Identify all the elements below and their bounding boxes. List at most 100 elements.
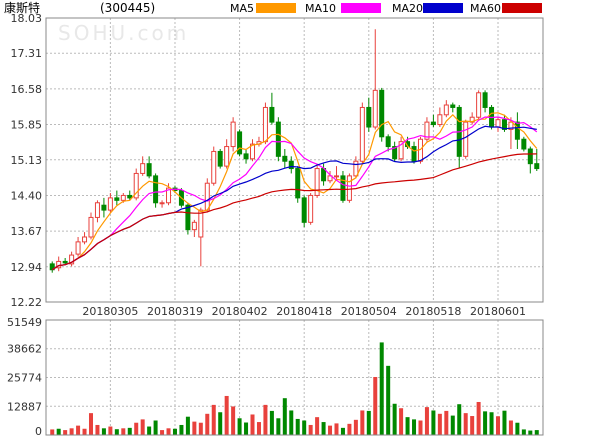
candle-body <box>392 146 398 160</box>
volume-bar <box>269 410 274 435</box>
price-y-axis: 18.03 17.31 16.58 15.85 15.13 14.40 13.67 12.94… <box>11 12 43 309</box>
moving-average-lines <box>51 112 538 271</box>
candle-body <box>366 106 372 128</box>
volume-bar <box>63 430 68 435</box>
volume-bar <box>502 410 507 435</box>
candle <box>333 166 339 181</box>
candle <box>527 146 533 174</box>
candle-body <box>94 202 100 218</box>
date-tick-label: 20180305 <box>82 305 138 318</box>
candle-body <box>288 160 294 170</box>
volume-bar <box>392 403 397 435</box>
price-tick-label: 16.58 <box>11 83 43 96</box>
stock-code: (300445) <box>100 1 155 15</box>
price-tick-label: 15.85 <box>11 119 43 132</box>
candle <box>430 114 436 128</box>
candle-body <box>237 131 243 155</box>
candle-body <box>295 168 301 199</box>
volume-grid <box>46 320 543 435</box>
legend-ma5-label: MA5 <box>230 2 254 15</box>
candle <box>379 87 385 142</box>
volume-bar <box>95 424 100 435</box>
sohu-watermark: SOHU.com <box>58 21 189 45</box>
volume-bar <box>386 365 391 435</box>
price-tick-label: 17.31 <box>11 47 43 60</box>
volume-bar <box>76 425 81 435</box>
candle <box>275 117 281 162</box>
candle-body <box>120 194 126 201</box>
candle <box>346 173 352 203</box>
candle-body <box>153 175 159 204</box>
ma5-line <box>51 112 538 271</box>
candle-body <box>185 204 191 231</box>
volume-bar <box>483 411 488 435</box>
candle-body <box>140 163 146 174</box>
candle <box>385 134 391 152</box>
candle-body <box>359 106 365 162</box>
candle <box>353 156 359 179</box>
volume-bar <box>218 412 223 435</box>
candle <box>443 100 449 118</box>
volume-bar <box>250 414 255 435</box>
candle-body <box>146 163 152 177</box>
candle <box>230 117 236 152</box>
date-axis: 20180305 20180319 20180402 20180418 20180504… <box>82 305 526 318</box>
price-tick-label: 18.03 <box>11 12 43 25</box>
volume-bar <box>340 427 345 435</box>
candle-body <box>314 168 320 196</box>
candle <box>392 141 398 162</box>
candle-body <box>501 119 507 130</box>
candle-body <box>411 146 417 162</box>
volume-bar <box>231 406 236 435</box>
candle <box>398 136 404 162</box>
volume-bar <box>69 428 74 435</box>
price-tick-label: 14.40 <box>11 189 43 202</box>
candle-body <box>82 236 88 243</box>
candle <box>82 232 88 245</box>
volume-bar <box>463 413 468 435</box>
ma60-line <box>51 153 537 271</box>
volume-bar <box>379 342 384 435</box>
volume-bar <box>521 429 526 435</box>
candle-body <box>476 92 482 118</box>
volume-bar <box>127 427 132 435</box>
date-tick-label: 20180518 <box>405 305 461 318</box>
candle <box>482 90 488 113</box>
volume-bar <box>302 420 307 435</box>
volume-bar <box>457 404 462 435</box>
candle <box>75 236 81 257</box>
legend-ma5-swatch <box>256 3 296 13</box>
volume-bar <box>198 422 203 435</box>
candle <box>217 149 223 169</box>
candle-body <box>482 92 488 108</box>
candle <box>411 141 417 164</box>
volume-bar <box>237 418 242 435</box>
candle <box>146 156 152 179</box>
volume-bar <box>256 422 261 435</box>
candle <box>534 149 540 171</box>
volume-bar <box>140 419 145 435</box>
volume-bar <box>476 401 481 435</box>
volume-bar <box>328 425 333 435</box>
candle <box>463 119 469 159</box>
legend-ma60-label: MA60 <box>470 2 501 15</box>
volume-bar <box>134 422 139 435</box>
candle-body <box>269 106 275 123</box>
candle-body <box>443 104 449 116</box>
candle-body <box>340 175 346 201</box>
volume-tick-label: 51549 <box>7 316 42 329</box>
candle-body <box>527 148 533 165</box>
volume-bar <box>56 428 61 435</box>
volume-bar <box>147 426 152 435</box>
legend-ma20-swatch <box>423 3 463 13</box>
volume-bar <box>334 423 339 435</box>
volume-bar <box>366 410 371 435</box>
price-tick-label: 13.67 <box>11 225 43 238</box>
volume-panel-border <box>45 319 544 436</box>
volume-bar <box>315 417 320 435</box>
price-tick-label: 12.94 <box>11 261 43 274</box>
candle <box>327 170 333 184</box>
volume-bar <box>405 417 410 435</box>
candle-body <box>262 106 268 143</box>
volume-bar <box>431 410 436 435</box>
